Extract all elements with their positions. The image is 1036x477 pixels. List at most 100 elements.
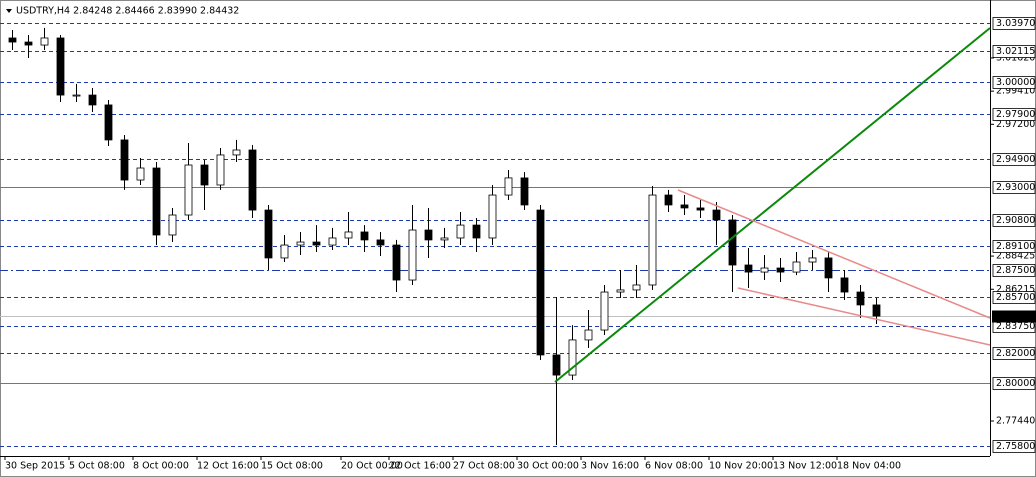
candle-body (424, 229, 433, 241)
x-tick-label: 6 Nov 08:00 (645, 461, 703, 472)
candle-body (376, 239, 385, 246)
candle-body (808, 257, 817, 263)
candle-body (168, 214, 177, 236)
candle-body (456, 224, 465, 239)
candle-body (344, 231, 353, 239)
candle-body (392, 244, 401, 281)
candle-body (232, 149, 241, 156)
current-price-box (992, 310, 1036, 323)
y-tick-label: 2.88425 (996, 251, 1035, 262)
candle-body (664, 194, 673, 206)
candle-body (200, 164, 209, 186)
level-label-box (992, 291, 1036, 304)
y-tick-label: 3.01620 (996, 52, 1035, 63)
candle-body (264, 209, 273, 259)
candle-body (632, 284, 641, 291)
candle-body (536, 209, 545, 356)
x-tick-label: 3 Nov 16:00 (581, 461, 639, 472)
level-label: 2.82000 (996, 348, 1035, 359)
level-label-box (992, 45, 1036, 58)
candle-body (72, 94, 81, 97)
candle-body (360, 231, 369, 241)
candle-body (216, 154, 225, 186)
level-label-box (992, 347, 1036, 360)
current-price-label: 2.84432 (996, 311, 1035, 322)
candle-body (760, 267, 769, 273)
candle-body (152, 167, 161, 236)
candle-body (136, 167, 145, 181)
candle-body (584, 329, 593, 341)
x-tick-label: 20 Oct 00:00 (341, 461, 403, 472)
axis: 3.01620 2.99410 2.97200 2.88425 2.86215 2.774… (4, 17, 1036, 472)
level-label: 2.97900 (996, 109, 1035, 120)
level-label: 2.90800 (996, 215, 1035, 226)
x-tick-label: 15 Oct 08:00 (261, 461, 323, 472)
level-label: 2.83750 (996, 321, 1035, 332)
x-tick-label: 10 Nov 20:00 (709, 461, 773, 472)
menu-arrow (6, 9, 12, 13)
level-label-box (992, 264, 1036, 277)
candle-body (248, 149, 257, 211)
candle-body (840, 277, 849, 293)
candle-body (872, 304, 881, 317)
trend-line (554, 27, 991, 383)
candle-body (8, 37, 17, 43)
candle-body (312, 241, 321, 246)
y-tick-label: 2.86215 (996, 284, 1035, 295)
x-tick-label: 27 Oct 08:00 (453, 461, 515, 472)
candle-body (680, 204, 689, 209)
y-tick-label: 2.77440 (996, 416, 1035, 427)
level-label-box (992, 377, 1036, 390)
x-tick-label: 22 Oct 16:00 (389, 461, 451, 472)
candle-body (552, 354, 561, 376)
candle-body (472, 224, 481, 239)
candle-body (40, 37, 49, 46)
candle-body (328, 237, 337, 246)
level-label: 2.80000 (996, 378, 1035, 389)
candle-body (88, 94, 97, 106)
level-label-box (992, 440, 1036, 453)
level-label: 2.89100 (996, 241, 1035, 252)
candle-body (648, 194, 657, 286)
x-tick-label: 30 Sep 2015 (5, 461, 65, 472)
level-label-box (992, 240, 1036, 253)
candle-body (280, 244, 289, 259)
level-label-box (992, 17, 1036, 30)
candle-body (568, 339, 577, 376)
level-label-box (992, 153, 1036, 166)
candle-body (728, 219, 737, 266)
candle-body (24, 41, 33, 46)
candle-body (120, 139, 129, 181)
level-label: 3.00000 (996, 77, 1035, 88)
channel-lower (737, 287, 991, 346)
candle-body (824, 257, 833, 279)
candle-body (744, 264, 753, 273)
level-label: 2.93000 (996, 182, 1035, 193)
candle-body (792, 261, 801, 273)
candle-body (712, 209, 721, 221)
candle-body (600, 291, 609, 331)
chart-title: USDTRY,H4 2.84248 2.84466 2.83990 2.8443… (16, 6, 239, 17)
candle-body (56, 37, 65, 96)
channel-upper (677, 189, 991, 319)
level-label: 2.87500 (996, 265, 1035, 276)
level-label-box (992, 108, 1036, 121)
candles (8, 27, 881, 446)
x-tick-label: 30 Oct 00:00 (517, 461, 579, 472)
level-label: 3.03970 (996, 18, 1035, 29)
candle-body (504, 177, 513, 196)
candle-body (440, 237, 449, 241)
candle-body (856, 291, 865, 306)
candle-body (184, 164, 193, 216)
candle-body (696, 207, 705, 211)
candle-body (408, 229, 417, 281)
candle-body (488, 194, 497, 239)
candle-body (520, 177, 529, 206)
candle-body (616, 289, 625, 293)
level-label-box (992, 76, 1036, 89)
y-tick-label: 2.97200 (996, 119, 1035, 130)
candle-body (104, 104, 113, 141)
x-tick-label: 18 Nov 04:00 (837, 461, 901, 472)
